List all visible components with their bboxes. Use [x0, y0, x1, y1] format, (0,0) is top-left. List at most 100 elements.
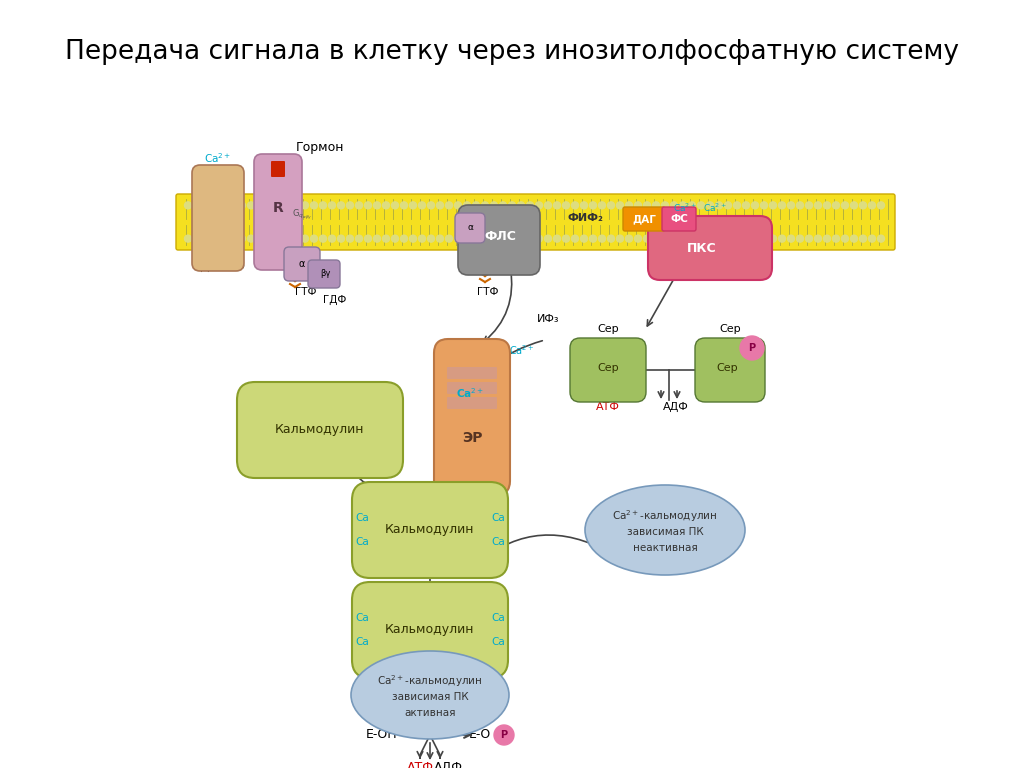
- Text: Ca$^{2+}$: Ca$^{2+}$: [509, 343, 535, 357]
- Circle shape: [464, 202, 470, 209]
- FancyBboxPatch shape: [447, 367, 497, 379]
- Circle shape: [220, 235, 227, 242]
- Circle shape: [697, 202, 705, 209]
- Circle shape: [878, 202, 885, 209]
- Circle shape: [212, 235, 218, 242]
- Circle shape: [517, 235, 524, 242]
- Circle shape: [329, 202, 336, 209]
- Text: ГТФ: ГТФ: [295, 287, 316, 297]
- Text: Е-О: Е-О: [469, 729, 492, 741]
- Text: Передача сигнала в клетку через инозитолфосфатную систему: Передача сигнала в клетку через инозитол…: [65, 39, 959, 65]
- Circle shape: [184, 235, 191, 242]
- Circle shape: [472, 235, 479, 242]
- Circle shape: [526, 235, 534, 242]
- Text: АТФ: АТФ: [222, 262, 246, 272]
- Circle shape: [419, 202, 426, 209]
- Circle shape: [833, 202, 840, 209]
- Circle shape: [859, 235, 866, 242]
- Circle shape: [419, 235, 426, 242]
- Circle shape: [797, 235, 804, 242]
- Circle shape: [787, 202, 795, 209]
- FancyBboxPatch shape: [237, 382, 403, 478]
- Circle shape: [248, 202, 255, 209]
- Text: Ca$^{2+}$: Ca$^{2+}$: [428, 484, 456, 498]
- Text: βγ: βγ: [319, 270, 330, 279]
- Circle shape: [427, 235, 434, 242]
- FancyBboxPatch shape: [447, 397, 497, 409]
- Text: G$_{q_{\alpha\beta\gamma}}$: G$_{q_{\alpha\beta\gamma}}$: [292, 207, 312, 222]
- Circle shape: [410, 235, 417, 242]
- Circle shape: [851, 235, 857, 242]
- Text: АДФ: АДФ: [433, 761, 463, 768]
- Circle shape: [806, 235, 812, 242]
- Circle shape: [571, 235, 579, 242]
- Text: ЭР: ЭР: [462, 431, 482, 445]
- Circle shape: [256, 202, 263, 209]
- Circle shape: [274, 235, 282, 242]
- Text: ФИФ₂: ФИФ₂: [567, 213, 603, 223]
- Circle shape: [823, 235, 830, 242]
- FancyBboxPatch shape: [193, 165, 244, 271]
- Circle shape: [688, 202, 695, 209]
- Circle shape: [787, 235, 795, 242]
- Circle shape: [761, 202, 768, 209]
- FancyBboxPatch shape: [458, 205, 540, 275]
- Circle shape: [823, 202, 830, 209]
- Circle shape: [652, 235, 659, 242]
- Circle shape: [410, 202, 417, 209]
- Circle shape: [319, 202, 327, 209]
- Text: зависимая ПК: зависимая ПК: [392, 692, 468, 702]
- Text: активная: активная: [404, 708, 456, 718]
- Circle shape: [833, 235, 840, 242]
- Circle shape: [248, 235, 255, 242]
- Circle shape: [806, 202, 812, 209]
- Text: R: R: [272, 201, 284, 215]
- Circle shape: [455, 235, 462, 242]
- Circle shape: [842, 235, 849, 242]
- Text: Кальмодулин: Кальмодулин: [385, 624, 475, 637]
- FancyBboxPatch shape: [662, 207, 696, 231]
- Circle shape: [598, 235, 605, 242]
- Circle shape: [769, 202, 776, 209]
- Text: P: P: [749, 343, 756, 353]
- Circle shape: [220, 202, 227, 209]
- Circle shape: [752, 235, 759, 242]
- Circle shape: [643, 235, 650, 242]
- Circle shape: [778, 235, 785, 242]
- FancyBboxPatch shape: [623, 207, 665, 231]
- Text: Сер: Сер: [597, 324, 618, 334]
- Circle shape: [355, 202, 362, 209]
- Circle shape: [725, 235, 731, 242]
- Text: Ca: Ca: [492, 613, 505, 623]
- FancyBboxPatch shape: [695, 338, 765, 402]
- FancyBboxPatch shape: [254, 154, 302, 270]
- Circle shape: [374, 235, 381, 242]
- Circle shape: [554, 235, 560, 242]
- Text: зависимая ПК: зависимая ПК: [627, 527, 703, 537]
- Circle shape: [598, 202, 605, 209]
- Circle shape: [878, 235, 885, 242]
- Circle shape: [562, 235, 569, 242]
- Text: Ca$^{2+}$: Ca$^{2+}$: [673, 202, 697, 214]
- Text: α: α: [467, 223, 473, 233]
- Circle shape: [562, 202, 569, 209]
- Circle shape: [814, 202, 821, 209]
- Text: ФЛС: ФЛС: [484, 230, 516, 243]
- Text: Ca: Ca: [355, 637, 369, 647]
- Circle shape: [526, 202, 534, 209]
- Circle shape: [301, 235, 308, 242]
- Circle shape: [400, 202, 408, 209]
- Circle shape: [256, 235, 263, 242]
- Circle shape: [400, 235, 408, 242]
- Text: Кальмодулин 4Ca$^{2+}$: Кальмодулин 4Ca$^{2+}$: [360, 564, 479, 584]
- Circle shape: [310, 202, 317, 209]
- Circle shape: [814, 235, 821, 242]
- Circle shape: [616, 235, 624, 242]
- Circle shape: [590, 235, 597, 242]
- Circle shape: [590, 202, 597, 209]
- Circle shape: [338, 235, 344, 242]
- Text: ДАГ: ДАГ: [632, 214, 656, 224]
- Circle shape: [662, 235, 669, 242]
- Circle shape: [859, 202, 866, 209]
- Circle shape: [490, 202, 498, 209]
